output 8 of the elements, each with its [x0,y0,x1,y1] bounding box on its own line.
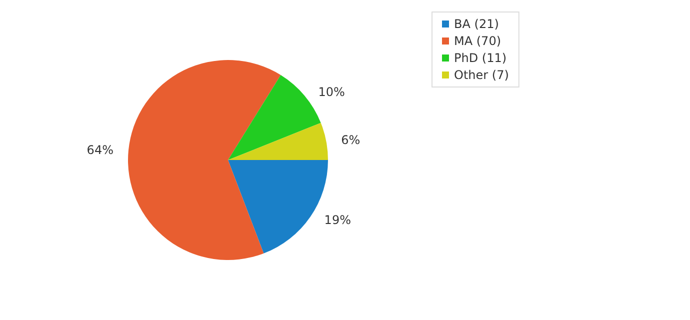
data-label: 64% [86,142,114,157]
legend-label: PhD (11) [454,51,507,65]
data-label: 6% [341,132,360,147]
legend-label: Other (7) [454,68,509,82]
legend-label: MA (70) [454,34,502,48]
data-label: 19% [324,213,351,228]
legend-label: BA (21) [454,17,499,31]
data-label: 10% [318,84,345,99]
